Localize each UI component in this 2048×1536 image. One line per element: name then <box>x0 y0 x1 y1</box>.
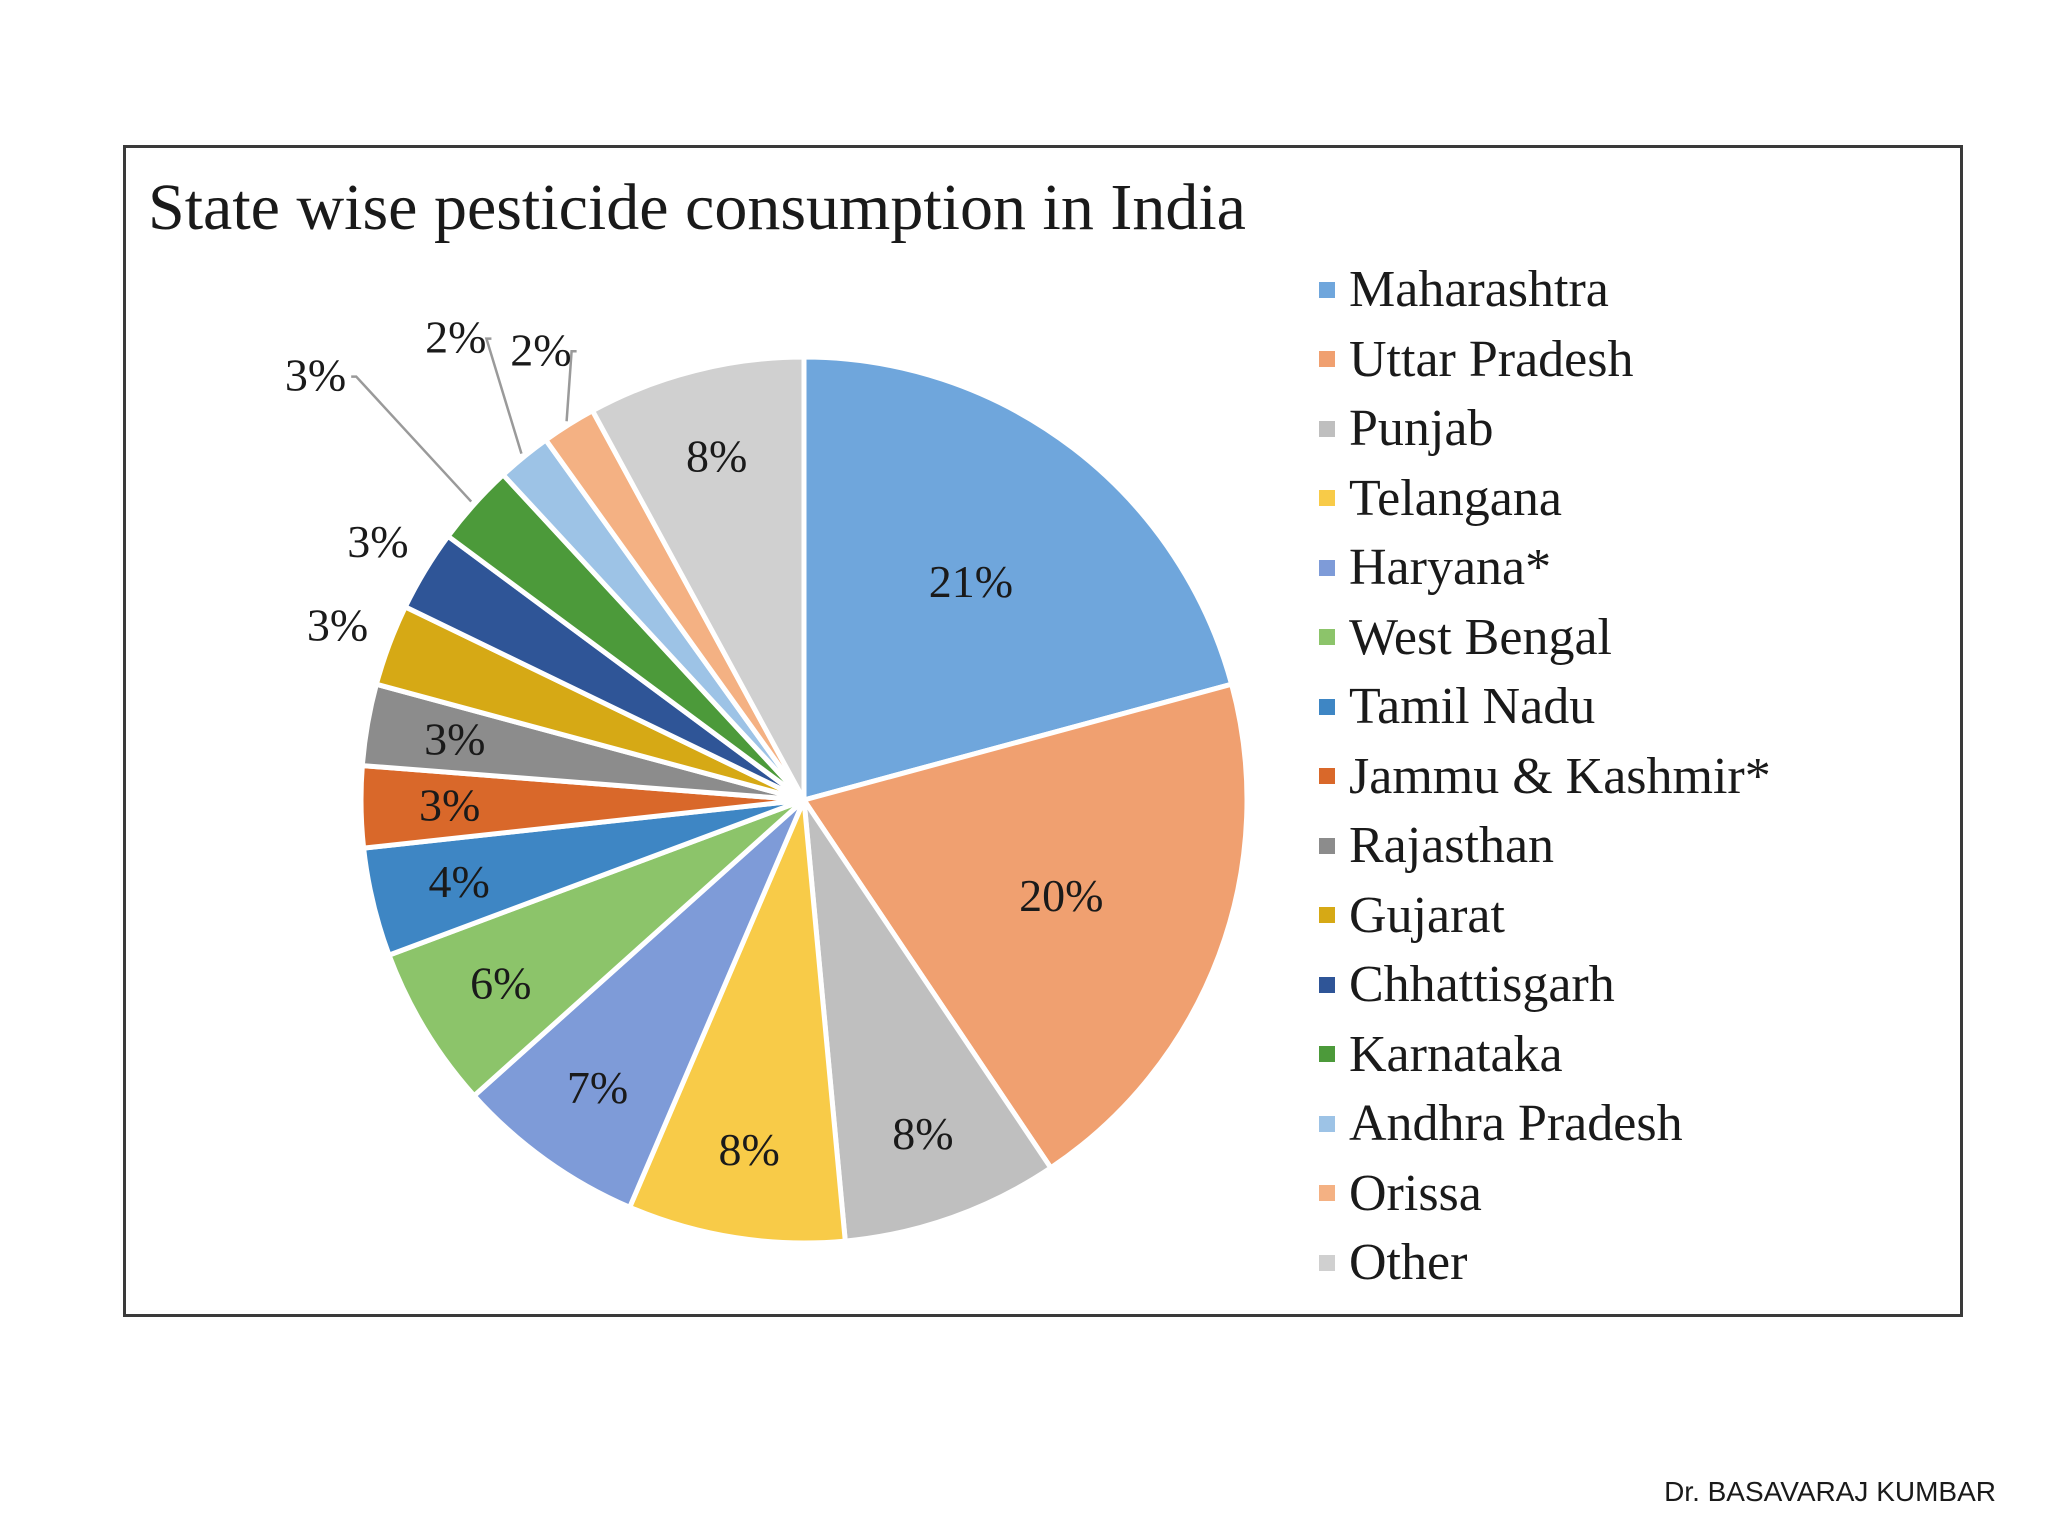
legend-label: Andhra Pradesh <box>1349 1095 1683 1153</box>
legend-label: Maharashtra <box>1349 261 1609 319</box>
legend-swatch <box>1319 1046 1335 1063</box>
legend-swatch <box>1319 629 1335 646</box>
legend-swatch <box>1319 351 1335 368</box>
legend-label: Chhattisgarh <box>1349 956 1615 1014</box>
legend-item-other: Other <box>1319 1228 1771 1298</box>
pie-label-maharashtra: 21% <box>929 556 1013 607</box>
legend-item-west-bengal: West Bengal <box>1319 603 1771 673</box>
pie-label-uttar-pradesh: 20% <box>1019 870 1103 921</box>
legend-item-chhattisgarh: Chhattisgarh <box>1319 950 1771 1020</box>
legend-label: Gujarat <box>1349 886 1505 944</box>
legend-item-tamil-nadu: Tamil Nadu <box>1319 672 1771 742</box>
legend-label: Tamil Nadu <box>1349 678 1596 736</box>
legend-label: Orissa <box>1349 1164 1482 1222</box>
legend-label: Haryana* <box>1349 539 1552 597</box>
legend-swatch <box>1319 1254 1335 1271</box>
legend-item-andhra-pradesh: Andhra Pradesh <box>1319 1089 1771 1159</box>
legend-item-punjab: Punjab <box>1319 394 1771 464</box>
pie-label-haryana: 7% <box>567 1062 628 1113</box>
chart-frame: State wise pesticide consumption in Indi… <box>123 145 1963 1317</box>
legend-item-uttar-pradesh: Uttar Pradesh <box>1319 325 1771 395</box>
pie-slice-west-bengal <box>385 797 806 1100</box>
pie-label-tamil-nadu: 4% <box>429 856 490 907</box>
pie-slice-punjab <box>801 798 1055 1244</box>
legend-label: Uttar Pradesh <box>1349 330 1634 388</box>
leader-line <box>565 350 577 422</box>
legend-label: Karnataka <box>1349 1025 1563 1083</box>
pie-label-gujarat: 3% <box>307 600 368 651</box>
legend-swatch <box>1319 698 1335 715</box>
legend-item-maharashtra: Maharashtra <box>1319 255 1771 325</box>
pie-slice-maharashtra <box>801 354 1235 804</box>
pie-slice-other <box>589 354 807 802</box>
pie-label-karnataka: 3% <box>285 350 346 401</box>
pie-label-other: 8% <box>686 431 747 482</box>
legend-swatch <box>1319 907 1335 924</box>
legend-item-haryana: Haryana* <box>1319 533 1771 603</box>
legend-item-karnataka: Karnataka <box>1319 1020 1771 1090</box>
pie-label-jammu-kashmir: 3% <box>419 780 480 831</box>
legend-swatch <box>1319 976 1335 993</box>
legend-label: West Bengal <box>1349 608 1612 666</box>
leader-line <box>484 337 523 455</box>
pie-slice-telangana <box>626 799 849 1246</box>
pie-label-orissa: 2% <box>510 324 571 375</box>
author-credit: Dr. BASAVARAJ KUMBAR <box>1664 1476 1996 1507</box>
chart-title: State wise pesticide consumption in Indi… <box>148 171 1246 244</box>
legend-swatch <box>1319 559 1335 576</box>
pie-chart: 21% 20% 8% 8% 7% 6% 4% 3% 3% 3% 3% 3% 2% 2% 8% <box>285 312 1250 1246</box>
legend-swatch <box>1319 1115 1335 1132</box>
legend-swatch <box>1319 768 1335 785</box>
pie-label-telangana: 8% <box>718 1124 779 1175</box>
legend-swatch <box>1319 837 1335 854</box>
legend-item-gujarat: Gujarat <box>1319 881 1771 951</box>
legend-label: Rajasthan <box>1349 817 1555 875</box>
legend-swatch <box>1319 1185 1335 1202</box>
legend-label: Other <box>1349 1234 1468 1292</box>
leader-line <box>351 375 473 503</box>
legend-label: Punjab <box>1349 400 1494 458</box>
pie-label-rajasthan: 3% <box>424 714 485 765</box>
legend-label: Jammu & Kashmir* <box>1349 747 1771 805</box>
legend-item-orissa: Orissa <box>1319 1159 1771 1229</box>
pie-slice-uttar-pradesh <box>799 681 1250 1172</box>
legend-item-rajasthan: Rajasthan <box>1319 811 1771 881</box>
legend-swatch <box>1319 281 1335 298</box>
pie-label-andhra-pradesh: 2% <box>425 312 486 363</box>
pie-label-chhattisgarh: 3% <box>347 516 408 567</box>
legend-label: Telangana <box>1349 469 1562 527</box>
legend-swatch <box>1319 420 1335 437</box>
pie-label-punjab: 8% <box>892 1108 953 1159</box>
legend-swatch <box>1319 490 1335 507</box>
legend-item-jammu-kashmir: Jammu & Kashmir* <box>1319 742 1771 812</box>
pie-label-west-bengal: 6% <box>470 958 531 1009</box>
pie-slice-haryana <box>470 798 807 1211</box>
legend: Maharashtra Uttar Pradesh Punjab Telangana H… <box>1319 255 1771 1298</box>
legend-item-telangana: Telangana <box>1319 464 1771 534</box>
